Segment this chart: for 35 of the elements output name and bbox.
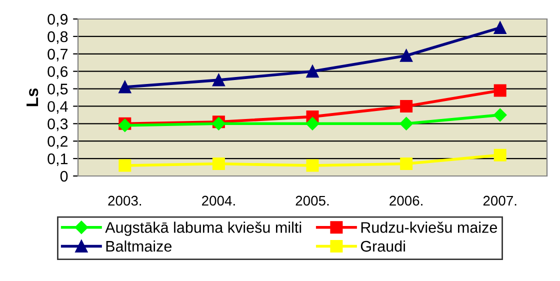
legend-label: Baltmaize [106, 240, 172, 252]
y-tick-label: 0,9 [48, 14, 68, 26]
legend-label: Graudi [360, 240, 405, 252]
x-tick-label: 2005. [296, 196, 329, 206]
point [212, 74, 225, 86]
y-tick-label: 0,8 [48, 31, 68, 44]
point [494, 84, 506, 97]
point [494, 21, 506, 34]
point [306, 117, 320, 130]
y-tick-label: 0,5 [48, 84, 68, 96]
point [212, 158, 225, 170]
y-tick-label: 0,1 [48, 153, 68, 166]
x-tick-label: 2007. [483, 196, 516, 206]
point [400, 100, 413, 112]
point [400, 117, 413, 130]
legend-label: Rudzu-kviešu maize [361, 222, 498, 233]
point [118, 159, 132, 172]
point [400, 158, 413, 170]
y-axis-title: Ls [26, 88, 38, 106]
x-tick-label: 2003. [108, 196, 142, 206]
point [494, 108, 507, 122]
point [118, 80, 132, 94]
point [400, 49, 413, 62]
point [306, 65, 319, 78]
y-tick-label: 0,3 [48, 118, 68, 132]
y-tick-label: 0,6 [48, 66, 68, 79]
legend-label: Augstākā labuma kviešu milti [105, 222, 302, 236]
point [494, 148, 506, 162]
x-tick-label: 2004. [202, 196, 235, 206]
x-tick-label: 2006. [390, 196, 422, 206]
y-tick-label: 0 [60, 170, 68, 182]
y-tick-label: 0,4 [48, 101, 68, 114]
point [306, 159, 319, 172]
y-tick-label: 0,2 [48, 136, 68, 149]
y-tick-label: 0,7 [48, 48, 68, 62]
